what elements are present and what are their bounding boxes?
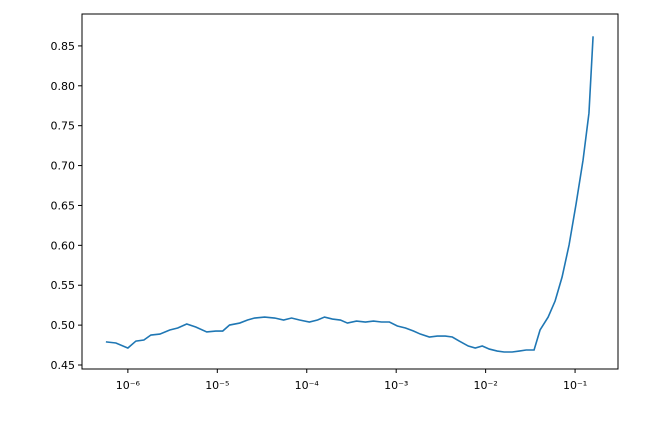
x-tick-label: 10⁻¹: [563, 379, 587, 392]
y-tick-label: 0.65: [51, 199, 76, 212]
y-tick-label: 0.75: [51, 120, 76, 133]
y-tick-label: 0.85: [51, 40, 76, 53]
y-tick-label: 0.50: [51, 319, 76, 332]
x-tick-label: 10⁻⁵: [205, 379, 229, 392]
x-tick-label: 10⁻⁴: [295, 379, 320, 392]
x-tick-label: 10⁻³: [384, 379, 408, 392]
y-tick-label: 0.70: [51, 160, 76, 173]
y-tick-label: 0.45: [51, 359, 76, 372]
data-line: [105, 36, 594, 353]
y-tick-label: 0.55: [51, 279, 76, 292]
x-tick-label: 10⁻⁶: [116, 379, 141, 392]
y-tick-label: 0.60: [51, 239, 76, 252]
x-tick-label: 10⁻²: [474, 379, 498, 392]
y-tick-label: 0.80: [51, 80, 76, 93]
axes-frame: [81, 13, 619, 370]
